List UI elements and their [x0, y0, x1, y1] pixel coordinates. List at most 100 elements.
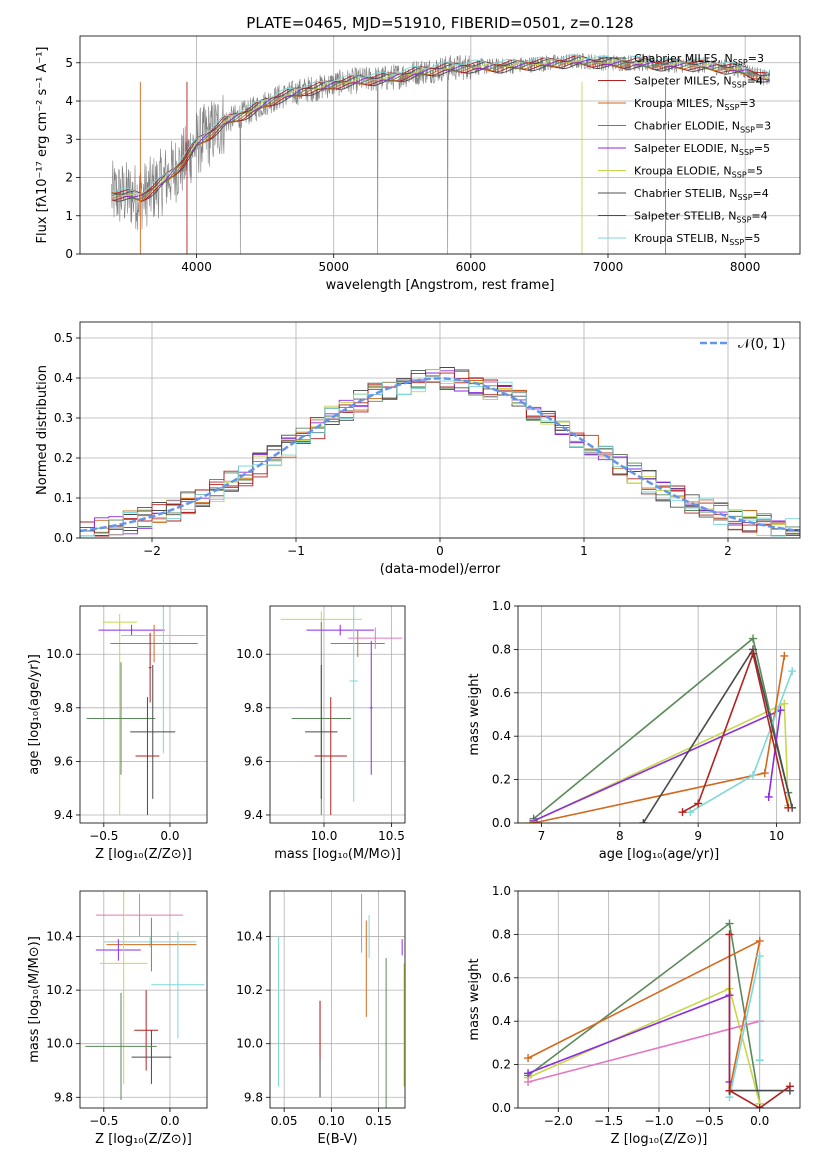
weight-marker	[780, 699, 789, 708]
legend-label: Chabrier MILES, N	[634, 52, 733, 65]
y-tick-label: 9.6	[244, 754, 263, 768]
legend-sub: SSP	[732, 81, 747, 90]
axes-frame	[517, 890, 801, 1109]
errorbar-point	[135, 697, 160, 815]
weight-marker	[524, 1054, 533, 1063]
y-axis-label: age [log₁₀(age/yr)]	[27, 654, 42, 775]
y-tick-label: 10.0	[236, 647, 263, 661]
errorbar-point	[130, 664, 176, 799]
errorbar-point	[86, 662, 156, 775]
y-axis-label: Normed distribution	[35, 365, 50, 495]
x-tick-label: 8000	[730, 260, 761, 274]
legend-sub: SSP	[729, 238, 744, 247]
legend-suffix: =5	[744, 232, 760, 245]
x-tick-label: 7	[538, 829, 546, 843]
weight-marker	[788, 667, 797, 676]
model-line-1	[111, 62, 770, 202]
legend-label: Chabrier ELODIE, N	[634, 120, 740, 133]
y-tick-label: 0.4	[492, 1014, 511, 1028]
y-tick-label: 0.6	[492, 686, 511, 700]
weight-line-0	[533, 637, 790, 820]
y-tick-label: 9.4	[244, 808, 263, 822]
axes-frame	[79, 605, 208, 824]
y-tick-label: 0.6	[492, 971, 511, 985]
weight-marker	[780, 651, 789, 660]
legend-entry: Salpeter ELODIE, NSSP=5	[634, 142, 770, 157]
weight-line-1	[527, 939, 761, 1091]
weight-marker	[524, 1069, 533, 1078]
x-tick-label: −0.5	[89, 829, 118, 843]
x-tick-label: 6000	[456, 260, 487, 274]
axes-frame	[269, 605, 406, 824]
legend-suffix: =4	[751, 210, 767, 223]
y-tick-label: 1.0	[492, 884, 511, 898]
plot-area	[85, 891, 205, 1100]
axes-frame	[79, 35, 801, 255]
legend-suffix: =5	[747, 165, 763, 178]
x-tick-label: 2	[724, 544, 732, 558]
y-tick-label: 0.0	[492, 816, 511, 830]
x-tick-label: −1	[287, 544, 305, 558]
legend-sub: SSP	[738, 193, 753, 202]
y-tick-label: 10.2	[236, 983, 263, 997]
x-tick-label: 5000	[318, 260, 349, 274]
y-tick-label: 0.2	[54, 451, 73, 465]
x-tick-label: 10.0	[311, 829, 338, 843]
weight-marker	[785, 1082, 794, 1091]
model-line-8	[111, 54, 770, 195]
weight-marker	[686, 808, 695, 817]
x-tick-label: 0.05	[271, 1114, 298, 1128]
weight-marker	[755, 936, 764, 945]
y-tick-label: 0	[65, 247, 73, 261]
legend-suffix: =5	[754, 142, 770, 155]
panel-weight_vs_Z: −2.0 −1.5 −1.0 −0.5 0.0 0.0 0.2 0.4 0.6 0.8 1.0 Z […	[467, 884, 801, 1147]
y-tick-label: 0.2	[492, 1058, 511, 1072]
weight-marker	[749, 771, 757, 780]
legend-entry: 𝒩(0, 1)	[738, 337, 785, 352]
y-tick-label: 10.0	[46, 1037, 73, 1051]
weight-marker	[529, 819, 538, 823]
model-line-0	[111, 63, 770, 202]
legend-suffix: =3	[739, 97, 755, 110]
weight-marker	[784, 803, 793, 812]
errorbar-point	[305, 664, 338, 799]
x-axis-label: Z [log₁₀(Z/Z⊙)]	[611, 1132, 708, 1147]
panel-mass_vs_EBV: 0.05 0.10 0.15 9.8 10.0 10.2 10.4 E(B-V)	[236, 890, 406, 1147]
panel-mass_vs_Z: −0.5 0.0 9.8 10.0 10.2 10.4 Z [log₁₀(Z/Z⊙)] mas…	[27, 890, 208, 1147]
x-tick-label: 4000	[181, 260, 212, 274]
legend-label: Salpeter ELODIE, N	[634, 142, 739, 155]
errorbar-point	[148, 632, 152, 703]
y-tick-label: 0.8	[492, 927, 511, 941]
plot-area	[80, 367, 800, 537]
errorbar-point	[348, 627, 403, 649]
y-tick-label: 3	[65, 132, 73, 146]
x-tick-label: −0.5	[89, 1114, 118, 1128]
panels: 4000 5000 6000 7000 8000 0 1 2 3 4 5 wavelength [An…	[27, 35, 801, 1147]
panel-spectrum: 4000 5000 6000 7000 8000 0 1 2 3 4 5 wavelength [An…	[35, 35, 801, 293]
y-tick-label: 1	[65, 209, 73, 223]
errorbar-point	[349, 606, 358, 802]
y-tick-label: 0.1	[54, 491, 73, 505]
plot-area	[525, 634, 797, 823]
x-axis-label: age [log₁₀(age/yr)]	[599, 847, 720, 862]
legend-entry: Chabrier ELODIE, NSSP=3	[634, 120, 771, 135]
errorbar-point	[106, 917, 197, 972]
legend-suffix: =3	[748, 52, 764, 65]
x-tick-label: 9	[694, 829, 702, 843]
y-tick-label: 0.8	[492, 642, 511, 656]
plot-area	[277, 893, 405, 1108]
axes-frame	[79, 321, 801, 539]
errorbar-point	[103, 936, 197, 948]
errorbar-point	[134, 990, 159, 1071]
axes-frame	[79, 890, 208, 1109]
x-tick-label: −2.0	[544, 1114, 573, 1128]
weight-line-0	[527, 922, 761, 1104]
errorbar-point	[314, 697, 347, 815]
x-axis-label: E(B-V)	[317, 1132, 357, 1147]
x-tick-label: 0	[436, 544, 444, 558]
y-tick-label: 2	[65, 171, 73, 185]
weight-marker	[678, 808, 687, 817]
y-tick-label: 9.8	[54, 701, 73, 715]
legend-entry: Kroupa ELODIE, NSSP=5	[634, 165, 763, 180]
legend-entry: Chabrier MILES, NSSP=3	[634, 52, 764, 67]
